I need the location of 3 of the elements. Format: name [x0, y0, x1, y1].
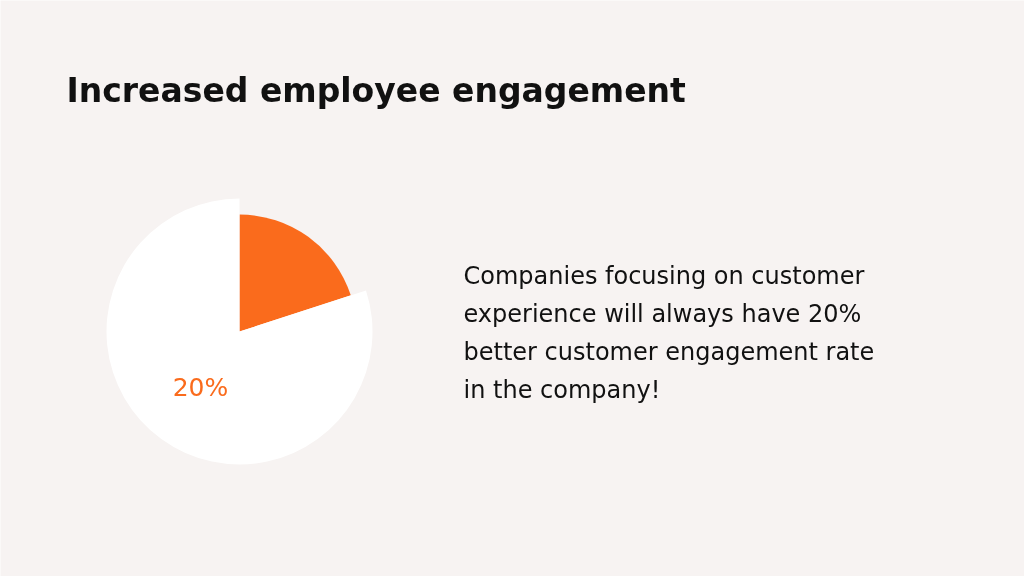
- text: Companies focusing on customer experience will always have 20% better customer engagement rate in the company!: [463, 261, 875, 404]
- chart-title: Increased employee engagement: [66, 71, 687, 110]
- text: 20%: [172, 373, 229, 402]
